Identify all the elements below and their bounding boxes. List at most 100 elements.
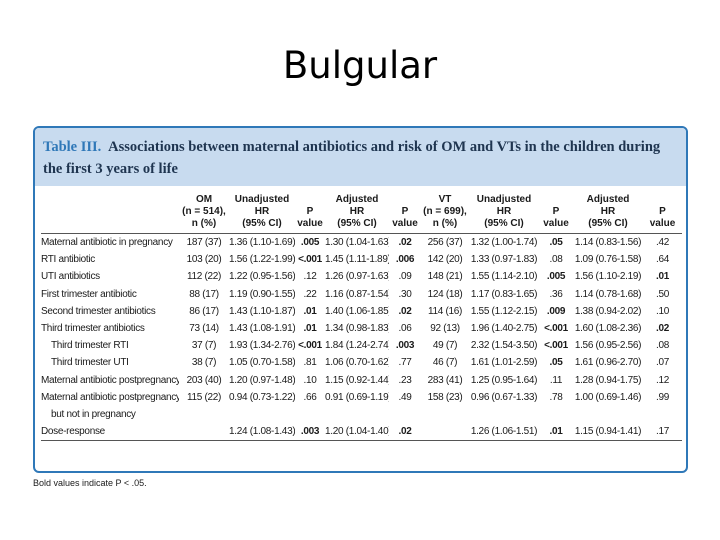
table-cell: 1.05 (0.70-1.58) xyxy=(229,357,295,369)
table-cell xyxy=(539,406,573,423)
table-cell: 124 (18) xyxy=(427,288,463,300)
table-cell: <.001 xyxy=(298,254,322,266)
table-cell: 38 (7) xyxy=(191,357,217,369)
table-row: RTI antibiotic 103 (20) 1.56 (1.22-1.99) <.… xyxy=(41,251,682,268)
table-cell: .10 xyxy=(303,374,317,386)
table-row: Maternal antibiotic in pregnancy 187 (37)… xyxy=(41,234,682,252)
table-cell: 148 (21) xyxy=(427,271,463,283)
table-cell xyxy=(573,406,643,423)
table-cell xyxy=(295,406,325,423)
table-cell xyxy=(229,406,295,423)
table-cell: 1.25 (0.95-1.64) xyxy=(470,374,538,386)
table-cell xyxy=(421,406,469,423)
row-label: Third trimester antibiotics xyxy=(41,323,145,335)
table-cell: 0.91 (0.69-1.19) xyxy=(325,391,389,403)
table-cell: .05 xyxy=(549,357,563,369)
table-cell: 92 (13) xyxy=(430,323,460,335)
row-label: Maternal antibiotic postpregnancy xyxy=(41,391,179,403)
table-cell: 203 (40) xyxy=(186,374,222,386)
table-cell: 1.20 (1.04-1.40) xyxy=(325,423,389,442)
table-cell: .09 xyxy=(398,271,412,283)
table-cell: .11 xyxy=(549,374,563,386)
column-header: Adjusted HR (95% CI) xyxy=(325,192,389,234)
table-row: UTI antibiotics 112 (22) 1.22 (0.95-1.56).… xyxy=(41,268,682,285)
table-cell: .02 xyxy=(398,237,412,249)
table-cell: 0.94 (0.73-1.22) xyxy=(229,391,295,403)
table-cell: .005 xyxy=(300,237,320,249)
table-cell: .77 xyxy=(398,357,412,369)
table-frame: Table III. Associations between maternal… xyxy=(33,126,688,473)
table-cell: 1.26 (1.06-1.51) xyxy=(469,423,539,442)
table-cell: 1.26 (0.97-1.63) xyxy=(325,271,389,283)
table-cell: 1.55 (1.14-2.10) xyxy=(470,271,538,283)
table-cell: 2.32 (1.54-3.50) xyxy=(470,340,538,352)
table-cell: .02 xyxy=(655,323,669,335)
table-cell: .12 xyxy=(303,271,317,283)
table-cell: .36 xyxy=(549,288,563,300)
table-row: Third trimester antibiotics 73 (14) 1.43 (… xyxy=(41,320,682,337)
table-cell: 1.40 (1.06-1.85) xyxy=(325,305,389,317)
table-cell: 1.17 (0.83-1.65) xyxy=(470,288,538,300)
table-cell: 73 (14) xyxy=(189,323,219,335)
table-cell: .10 xyxy=(655,305,669,317)
table-cell: 158 (23) xyxy=(427,391,463,403)
table-caption: Table III. Associations between maternal… xyxy=(35,128,686,186)
table-cell: .009 xyxy=(546,305,566,317)
table-cell xyxy=(421,423,469,442)
table-cell: 1.56 (1.22-1.99) xyxy=(229,254,295,266)
row-label: but not in pregnancy xyxy=(51,408,136,420)
table-cell: 37 (7) xyxy=(191,340,217,352)
table-cell: 1.00 (0.69-1.46) xyxy=(574,391,642,403)
table-cell: 1.15 (0.92-1.44) xyxy=(325,374,389,386)
table-cell: 114 (16) xyxy=(427,305,463,317)
table-cell xyxy=(469,406,539,423)
table-cell: 1.20 (0.97-1.48) xyxy=(229,374,295,386)
table-cell: .006 xyxy=(395,254,415,266)
table-cell: 1.24 (1.08-1.43) xyxy=(229,423,295,442)
table-cell: 0.96 (0.67-1.33) xyxy=(470,391,538,403)
table-cell: 1.61 (0.96-2.70) xyxy=(574,357,642,369)
table-cell: 1.56 (0.95-2.56) xyxy=(574,340,642,352)
table-cell: .01 xyxy=(539,423,573,442)
table-caption-label: Table III. xyxy=(43,139,102,155)
table-cell: 1.84 (1.24-2.74) xyxy=(325,340,389,352)
table-cell: .22 xyxy=(303,288,317,300)
table-cell: 1.38 (0.94-2.02) xyxy=(574,305,642,317)
table-cell: 1.09 (0.76-1.58) xyxy=(574,254,642,266)
table-cell: .78 xyxy=(549,391,563,403)
column-header: P value xyxy=(643,192,682,234)
table-cell: .49 xyxy=(398,391,412,403)
table-cell: 1.56 (1.10-2.19) xyxy=(574,271,642,283)
table-cell: <.001 xyxy=(544,323,568,335)
table-row: Maternal antibiotic postpregnancy 115 (22… xyxy=(41,389,682,406)
table-row: Second trimester antibiotics 86 (17) 1.43 … xyxy=(41,303,682,320)
table-cell: 1.15 (0.94-1.41) xyxy=(573,423,643,442)
table-cell: 103 (20) xyxy=(186,254,222,266)
column-header: VT (n = 699), n (%) xyxy=(421,192,469,234)
table-cell: .02 xyxy=(389,423,421,442)
table-cell: .003 xyxy=(395,340,415,352)
table-cell: .003 xyxy=(295,423,325,442)
table-cell: 1.14 (0.83-1.56) xyxy=(574,237,642,249)
table-row: Third trimester RTI 37 (7) 1.93 (1.34-2.76… xyxy=(41,337,682,354)
table-row: but not in pregnancy xyxy=(41,406,682,423)
table-cell: .30 xyxy=(398,288,412,300)
table-cell: .12 xyxy=(655,374,669,386)
table-cell: .23 xyxy=(398,374,412,386)
row-label: Third trimester RTI xyxy=(51,340,129,352)
table-cell: .64 xyxy=(655,254,669,266)
table-cell: 115 (22) xyxy=(186,391,222,403)
table-cell: 1.60 (1.08-2.36) xyxy=(574,323,642,335)
table-body: Maternal antibiotic in pregnancy 187 (37)… xyxy=(41,234,682,442)
table-header-row: OM (n = 514), n (%) Unadjusted HR (95% C… xyxy=(41,192,682,234)
table-cell: 49 (7) xyxy=(432,340,458,352)
row-label: Second trimester antibiotics xyxy=(41,305,156,317)
table-cell: 256 (37) xyxy=(427,237,463,249)
table-row: Dose-response 1.24 (1.08-1.43) .003 1.20 (1… xyxy=(41,423,682,442)
table-cell: .08 xyxy=(549,254,563,266)
table-cell: 1.32 (1.00-1.74) xyxy=(470,237,538,249)
row-label: Dose-response xyxy=(41,423,179,442)
table-cell: 283 (41) xyxy=(427,374,463,386)
table-cell: .17 xyxy=(643,423,682,442)
table-cell: .01 xyxy=(303,323,317,335)
